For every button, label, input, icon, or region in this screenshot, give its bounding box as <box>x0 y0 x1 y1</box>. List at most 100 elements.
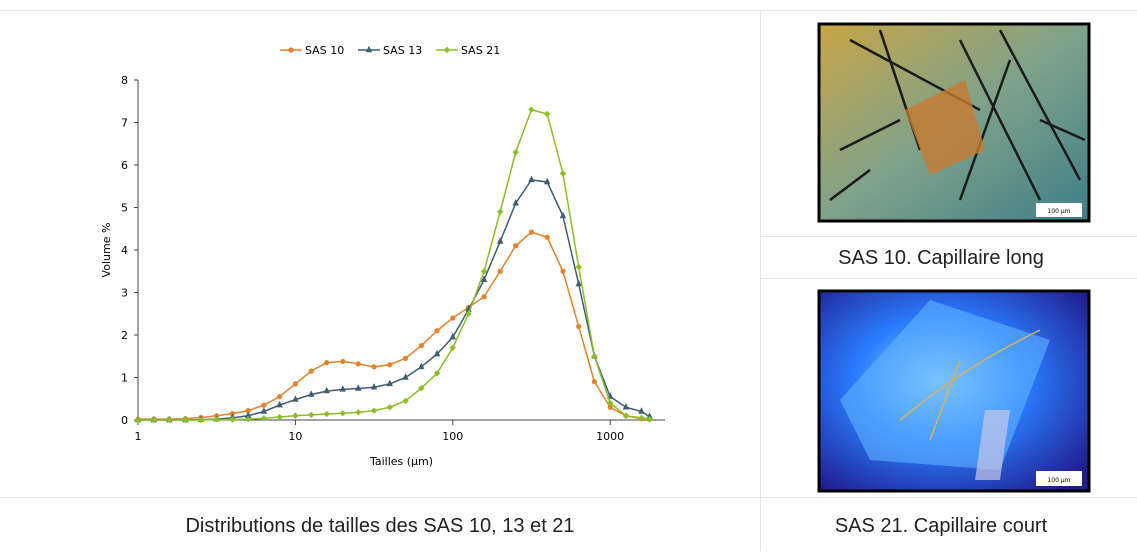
marker <box>260 415 268 422</box>
marker <box>371 364 377 370</box>
marker <box>323 386 330 394</box>
marker <box>307 411 315 419</box>
marker <box>449 344 456 351</box>
marker <box>528 175 535 183</box>
marker <box>339 410 346 417</box>
marker <box>622 403 630 410</box>
marker <box>387 362 393 368</box>
marker <box>591 353 598 360</box>
y-tick-label: 6 <box>121 159 128 172</box>
marker <box>365 45 373 53</box>
series-line <box>138 179 650 421</box>
marker <box>323 410 330 418</box>
marker <box>576 323 582 330</box>
marker <box>575 263 582 271</box>
scale-label: 100 µm <box>1047 477 1070 484</box>
marker <box>480 275 488 282</box>
marker <box>288 47 294 53</box>
marker <box>606 399 614 407</box>
marker <box>496 208 504 215</box>
marker <box>544 234 550 240</box>
image-caption: SAS 21. Capillaire court <box>835 515 1048 537</box>
legend-label: SAS 13 <box>383 44 422 57</box>
marker <box>386 379 394 387</box>
marker <box>229 411 236 417</box>
marker <box>324 360 330 366</box>
marker <box>402 355 409 361</box>
marker <box>559 211 567 219</box>
marker <box>607 404 613 410</box>
y-tick-label: 0 <box>121 414 128 427</box>
marker <box>276 413 283 421</box>
y-tick-label: 4 <box>121 244 128 257</box>
y-tick-label: 2 <box>121 329 128 342</box>
x-tick-label: 1 <box>135 430 142 443</box>
marker <box>559 170 567 177</box>
image-caption: SAS 10. Capillaire long <box>838 247 1044 269</box>
marker <box>386 404 394 411</box>
marker <box>276 400 283 408</box>
marker <box>418 362 425 370</box>
y-tick-label: 1 <box>121 372 128 385</box>
marker <box>418 343 424 349</box>
legend-label: SAS 21 <box>461 44 500 57</box>
x-tick-label: 1000 <box>596 430 624 443</box>
x-tick-label: 10 <box>288 430 302 443</box>
marker <box>513 243 519 249</box>
marker <box>182 416 189 424</box>
marker <box>229 416 236 423</box>
marker <box>544 110 551 118</box>
marker <box>260 407 268 414</box>
marker <box>307 390 315 397</box>
caption: Distributions de tailles des SAS 10, 13 … <box>185 515 574 537</box>
marker <box>646 412 653 419</box>
marker <box>150 416 157 424</box>
marker <box>402 373 409 380</box>
marker <box>277 394 283 400</box>
marker <box>245 408 251 414</box>
x-tick-label: 100 <box>442 430 463 443</box>
series-line <box>138 231 650 421</box>
marker <box>244 415 252 423</box>
marker <box>134 416 142 424</box>
marker <box>402 397 409 405</box>
photo-1: 100 µm <box>817 22 1091 223</box>
marker <box>496 237 504 244</box>
y-tick-label: 7 <box>121 117 128 130</box>
y-axis-label: Volume % <box>100 223 113 278</box>
marker <box>197 416 205 424</box>
marker <box>528 229 535 235</box>
marker <box>370 383 378 390</box>
marker <box>512 199 519 206</box>
marker <box>166 416 173 424</box>
marker <box>646 415 653 423</box>
y-tick-label: 5 <box>121 202 128 215</box>
marker <box>544 177 551 185</box>
marker <box>292 381 298 387</box>
scale-label: 100 µm <box>1047 208 1070 215</box>
marker <box>481 294 487 300</box>
marker <box>355 384 362 391</box>
marker <box>355 409 362 416</box>
x-axis-label: Tailles (µm) <box>369 455 433 468</box>
marker <box>638 407 645 414</box>
marker <box>434 328 440 334</box>
marker <box>528 106 535 113</box>
marker <box>292 412 299 419</box>
y-tick-label: 8 <box>121 74 128 87</box>
marker <box>433 370 441 377</box>
marker <box>340 358 346 364</box>
marker <box>591 379 598 385</box>
marker <box>443 46 451 54</box>
marker <box>497 268 503 274</box>
series-line <box>138 108 650 421</box>
marker <box>261 402 267 408</box>
marker <box>638 414 645 422</box>
borders <box>0 10 1137 551</box>
marker <box>339 385 346 392</box>
marker <box>622 412 630 419</box>
marker <box>433 349 441 357</box>
marker <box>292 395 299 402</box>
